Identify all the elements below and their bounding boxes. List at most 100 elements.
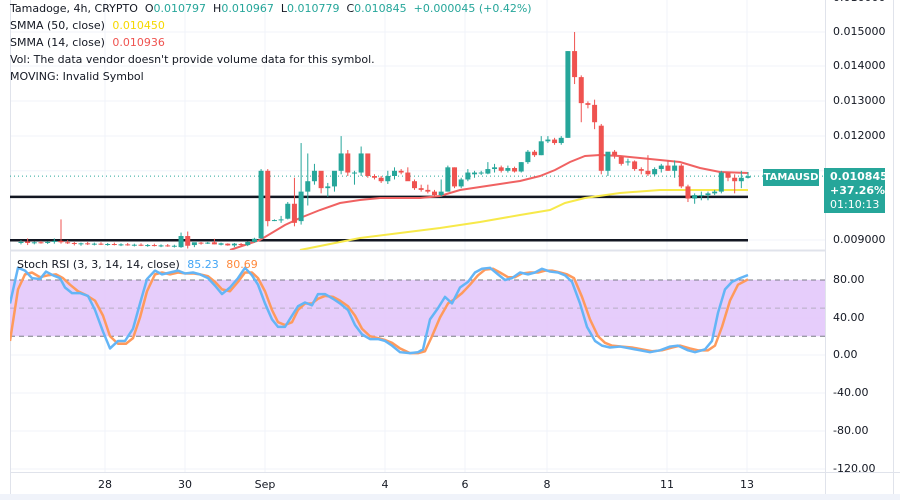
- candle-body: [18, 241, 24, 243]
- ohlc-row: Tamadoge, 4h, CRYPTO O0.010797 H0.010967…: [10, 2, 532, 15]
- candle: [271, 219, 277, 222]
- stoch-axis-label: 80.00: [833, 273, 865, 286]
- candle-body: [325, 186, 331, 189]
- time-axis-label: 13: [740, 478, 754, 491]
- candle-body: [472, 172, 478, 175]
- candle: [18, 240, 24, 245]
- candle-body: [632, 161, 638, 170]
- candle-body: [171, 245, 177, 247]
- candle: [378, 176, 384, 183]
- stoch-rsi-legend[interactable]: Stoch RSI (3, 3, 14, 14, close) 85.23 80…: [17, 258, 258, 271]
- candle: [131, 243, 137, 247]
- candle-body: [58, 240, 64, 243]
- candle-body: [91, 243, 97, 245]
- candle-body: [585, 103, 591, 105]
- change-percent: +37.26%: [830, 184, 886, 197]
- candle-body: [658, 165, 664, 170]
- candle: [225, 243, 231, 246]
- candle-body: [165, 245, 171, 247]
- smma14-label: SMMA (14, close): [10, 36, 105, 49]
- candle: [545, 136, 551, 144]
- volume-message: Vol: The data vendor doesn't provide vol…: [10, 53, 375, 66]
- candle: [171, 244, 177, 248]
- candle: [278, 215, 284, 223]
- candle-body: [185, 236, 191, 246]
- candle-body: [398, 170, 404, 173]
- symbol-label[interactable]: Tamadoge, 4h, CRYPTO: [10, 2, 138, 15]
- stoch-axis-label: -40.00: [833, 386, 869, 399]
- candle-body: [558, 137, 564, 144]
- candle-body: [178, 236, 184, 248]
- candle: [665, 160, 671, 171]
- candle-body: [465, 172, 471, 180]
- candle: [698, 191, 704, 201]
- candle: [678, 163, 684, 189]
- candle: [625, 158, 631, 166]
- moving-row[interactable]: MOVING: Invalid Symbol: [10, 68, 532, 85]
- candle-body: [552, 139, 558, 144]
- candle: [432, 189, 438, 197]
- stoch-k-value: 85.23: [187, 258, 219, 271]
- candle-body: [685, 186, 691, 199]
- candle: [245, 241, 251, 247]
- candle: [125, 242, 131, 246]
- candle: [185, 231, 191, 249]
- candle-body: [45, 241, 51, 243]
- price-axis-label: 0.014000: [833, 59, 886, 72]
- candle-body: [625, 161, 631, 163]
- candle: [685, 184, 691, 203]
- candle-body: [745, 176, 751, 178]
- candle: [578, 75, 584, 123]
- smma14-row[interactable]: SMMA (14, close) 0.010936: [10, 34, 532, 51]
- candle-body: [485, 169, 491, 174]
- candle: [338, 136, 344, 175]
- candle-body: [98, 243, 104, 245]
- candle-body: [505, 168, 511, 171]
- candle-body: [311, 170, 317, 182]
- change-value: +0.000045 (+0.42%): [413, 2, 532, 15]
- candle: [512, 166, 518, 173]
- candle: [445, 165, 451, 192]
- candle-body: [291, 203, 297, 223]
- candle-body: [678, 165, 684, 187]
- candle-body: [271, 220, 277, 222]
- candle: [652, 167, 658, 177]
- candle: [25, 238, 31, 246]
- candle: [291, 177, 297, 227]
- candle: [618, 156, 624, 166]
- candle-body: [405, 172, 411, 182]
- candle: [45, 241, 51, 245]
- symbol-price-label: TAMAUSD: [763, 169, 819, 186]
- candle-body: [718, 172, 724, 192]
- candle: [198, 241, 204, 245]
- candle: [398, 169, 404, 175]
- candle: [725, 172, 731, 182]
- candle: [85, 241, 91, 246]
- price-axis-label: 0.013000: [833, 94, 886, 107]
- candle: [311, 163, 317, 185]
- candle: [138, 243, 144, 247]
- candle: [412, 179, 417, 190]
- stoch-axis-label: 40.00: [833, 311, 865, 324]
- last-price-tag: 0.010845 +37.26% 01:10:13: [824, 168, 888, 213]
- candle: [231, 242, 237, 248]
- candle: [712, 189, 718, 196]
- low-value: 0.010779: [286, 2, 340, 15]
- candle-body: [378, 177, 384, 182]
- stoch-axis-label: -120.00: [833, 462, 876, 475]
- candle: [218, 242, 224, 246]
- candle: [325, 182, 331, 197]
- candle-body: [478, 172, 484, 174]
- time-axis-label: 4: [381, 478, 389, 491]
- candle-body: [385, 176, 391, 182]
- candle: [605, 151, 611, 177]
- candle: [358, 146, 364, 177]
- smma50-label: SMMA (50, close): [10, 19, 105, 32]
- candle-body: [111, 244, 117, 246]
- smma50-row[interactable]: SMMA (50, close) 0.010450: [10, 17, 532, 34]
- volume-row[interactable]: Vol: The data vendor doesn't provide vol…: [10, 51, 532, 68]
- candle: [632, 160, 638, 171]
- time-axis-label: 8: [543, 478, 551, 491]
